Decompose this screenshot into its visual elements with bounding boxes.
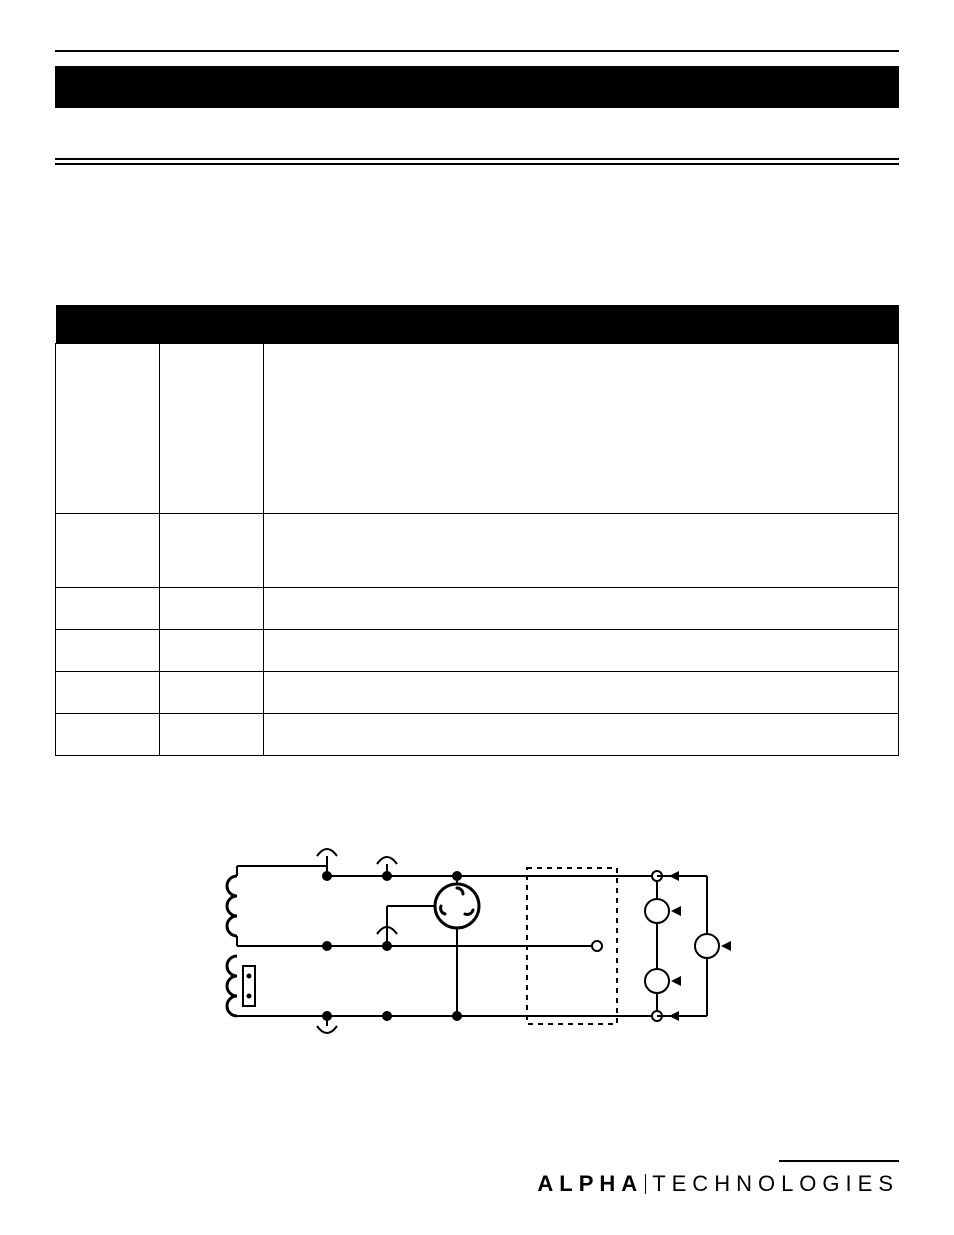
top-rule bbox=[55, 50, 899, 52]
footer-rule bbox=[779, 1160, 899, 1162]
table-header-cell bbox=[160, 305, 264, 344]
table-row bbox=[56, 514, 899, 588]
table-row bbox=[56, 344, 899, 514]
brand-mark: ALPHA TECHNOLOGIES bbox=[537, 1171, 899, 1196]
wiring-diagram bbox=[197, 836, 757, 1046]
table-row bbox=[56, 630, 899, 672]
table-cell bbox=[160, 714, 264, 756]
table-cell bbox=[56, 672, 160, 714]
table-header-row bbox=[56, 305, 899, 344]
table-row bbox=[56, 714, 899, 756]
table-cell bbox=[264, 514, 899, 588]
table-cell bbox=[264, 344, 899, 514]
table-cell bbox=[160, 588, 264, 630]
page: ALPHA TECHNOLOGIES bbox=[0, 0, 954, 1235]
table-cell bbox=[264, 714, 899, 756]
table-cell bbox=[264, 630, 899, 672]
table-header-cell bbox=[56, 305, 160, 344]
table-cell bbox=[160, 514, 264, 588]
table-cell bbox=[56, 630, 160, 672]
data-table bbox=[55, 305, 899, 756]
diagram-container bbox=[55, 836, 899, 1046]
table-row bbox=[56, 588, 899, 630]
brand-light: TECHNOLOGIES bbox=[652, 1171, 899, 1196]
table-cell bbox=[56, 344, 160, 514]
table-cell bbox=[160, 672, 264, 714]
table-cell bbox=[56, 588, 160, 630]
table-cell bbox=[56, 514, 160, 588]
table-cell bbox=[160, 344, 264, 514]
brand-bold: ALPHA bbox=[537, 1171, 643, 1196]
table-row bbox=[56, 672, 899, 714]
table-cell bbox=[160, 630, 264, 672]
table-header-cell bbox=[264, 305, 899, 344]
table-cell bbox=[264, 672, 899, 714]
title-bar bbox=[55, 66, 899, 108]
footer: ALPHA TECHNOLOGIES bbox=[537, 1153, 899, 1197]
brand-divider bbox=[645, 1174, 646, 1194]
table-cell bbox=[56, 714, 160, 756]
double-rule bbox=[55, 158, 899, 165]
table-cell bbox=[264, 588, 899, 630]
